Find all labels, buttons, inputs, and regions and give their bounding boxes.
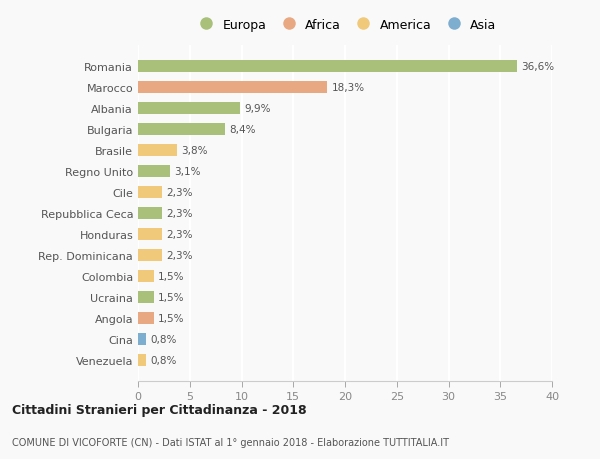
Text: 1,5%: 1,5% bbox=[158, 313, 184, 323]
Text: 18,3%: 18,3% bbox=[332, 83, 365, 93]
Text: 3,1%: 3,1% bbox=[174, 167, 201, 177]
Text: COMUNE DI VICOFORTE (CN) - Dati ISTAT al 1° gennaio 2018 - Elaborazione TUTTITAL: COMUNE DI VICOFORTE (CN) - Dati ISTAT al… bbox=[12, 437, 449, 447]
Bar bbox=[138, 207, 162, 219]
Legend: Europa, Africa, America, Asia: Europa, Africa, America, Asia bbox=[194, 19, 496, 32]
Bar bbox=[138, 166, 170, 177]
Bar bbox=[138, 250, 162, 261]
Bar bbox=[138, 333, 146, 345]
Bar bbox=[138, 61, 517, 73]
Bar bbox=[138, 229, 162, 240]
Text: 1,5%: 1,5% bbox=[158, 271, 184, 281]
Text: 2,3%: 2,3% bbox=[166, 208, 193, 218]
Text: 2,3%: 2,3% bbox=[166, 230, 193, 239]
Text: 0,8%: 0,8% bbox=[151, 334, 177, 344]
Text: 36,6%: 36,6% bbox=[521, 62, 554, 72]
Bar bbox=[138, 313, 154, 324]
Bar bbox=[138, 82, 328, 94]
Text: 2,3%: 2,3% bbox=[166, 188, 193, 197]
Bar bbox=[138, 291, 154, 303]
Text: 3,8%: 3,8% bbox=[181, 146, 208, 156]
Bar bbox=[138, 354, 146, 366]
Text: Cittadini Stranieri per Cittadinanza - 2018: Cittadini Stranieri per Cittadinanza - 2… bbox=[12, 403, 307, 416]
Text: 2,3%: 2,3% bbox=[166, 250, 193, 260]
Bar bbox=[138, 145, 178, 157]
Bar bbox=[138, 103, 241, 114]
Text: 9,9%: 9,9% bbox=[245, 104, 271, 114]
Text: 8,4%: 8,4% bbox=[229, 125, 256, 134]
Text: 1,5%: 1,5% bbox=[158, 292, 184, 302]
Bar bbox=[138, 187, 162, 198]
Text: 0,8%: 0,8% bbox=[151, 355, 177, 365]
Bar bbox=[138, 124, 225, 135]
Bar bbox=[138, 270, 154, 282]
